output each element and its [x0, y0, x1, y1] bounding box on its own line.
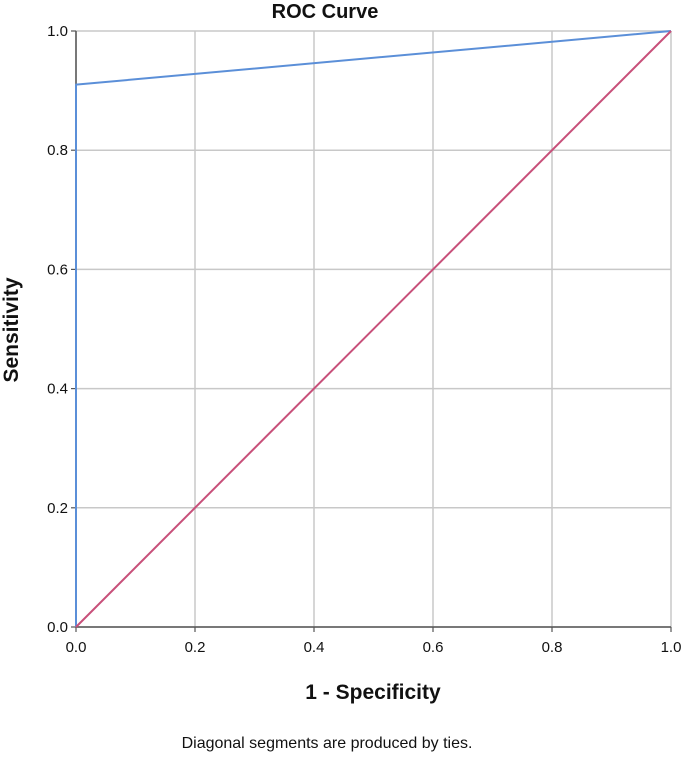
tick-labels: 0.0 0.2 0.4 0.6 0.8 1.0 0.0 0.2 0.4 0.6 0.8 1.0 [47, 23, 681, 656]
x-tick-label-5: 1.0 [661, 639, 682, 656]
grid-layer [75, 30, 672, 628]
chart-footnote: Diagonal segments are produced by ties. [182, 735, 473, 752]
x-tick-label-1: 0.2 [185, 639, 206, 656]
x-tick-label-2: 0.4 [304, 639, 325, 656]
y-tick-label-3: 0.6 [47, 261, 68, 278]
y-tick-label-2: 0.4 [47, 381, 68, 398]
series-line-0 [75, 30, 672, 627]
series-layer [75, 30, 672, 628]
y-axis-title: Sensitivity [0, 277, 23, 382]
x-tick-label-4: 0.8 [542, 639, 563, 656]
x-tick-label-0: 0.0 [66, 639, 87, 656]
chart-title: ROC Curve [272, 1, 379, 23]
series-line-1 [75, 30, 672, 628]
y-tick-label-4: 0.8 [47, 142, 68, 159]
x-axis-title: 1 - Specificity [305, 681, 441, 704]
y-tick-label-0: 0.0 [47, 619, 68, 636]
x-tick-label-3: 0.6 [423, 639, 444, 656]
y-tick-label-1: 0.2 [47, 500, 68, 517]
y-tick-label-5: 1.0 [47, 23, 68, 40]
